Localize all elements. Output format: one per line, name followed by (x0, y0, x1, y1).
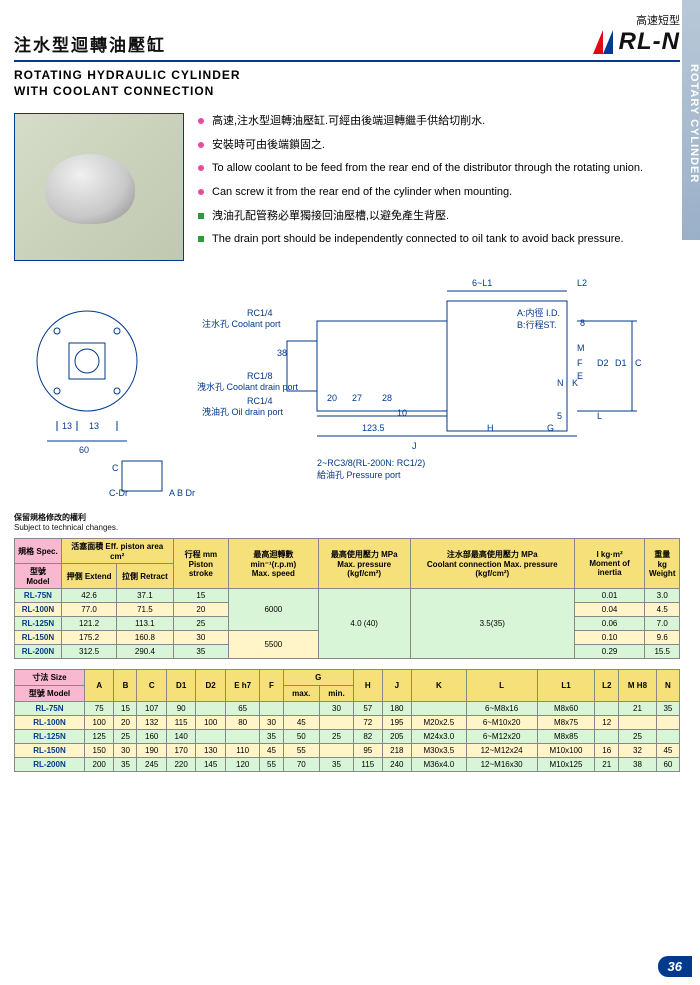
svg-text:5: 5 (557, 411, 562, 421)
svg-text:13: 13 (62, 421, 72, 431)
side-tab: ROTARY CYLINDER (682, 0, 700, 240)
feature-item: 洩油孔配管務必單獨接回油壓槽,以避免產生背壓. (198, 208, 680, 226)
size-table: 寸法 SizeABCD1D2E h7FGHJKLL1L2M H8N型號 Mode… (14, 669, 680, 772)
svg-text:C-Dr: C-Dr (109, 488, 128, 498)
product-photo (14, 113, 184, 261)
svg-text:6~L1: 6~L1 (472, 278, 492, 288)
svg-text:F: F (577, 358, 583, 368)
svg-text:L: L (597, 411, 602, 421)
svg-text:D1: D1 (615, 358, 627, 368)
technical-diagram: 13 13 60 RC1/4 注水孔 Coolant port 38 RC1/8 洩… (14, 271, 680, 506)
page-number: 36 (658, 956, 692, 977)
svg-text:123.5: 123.5 (362, 423, 385, 433)
en-title: ROTATING HYDRAULIC CYLINDER WITH COOLANT… (14, 68, 680, 99)
svg-text:A B Dr: A B Dr (169, 488, 195, 498)
feature-item: 安裝時可由後端鎖固之. (198, 137, 680, 155)
svg-text:28: 28 (382, 393, 392, 403)
svg-text:2~RC3/8(RL-200N: RC1/2): 2~RC3/8(RL-200N: RC1/2) (317, 458, 425, 468)
svg-text:20: 20 (327, 393, 337, 403)
svg-text:N: N (557, 378, 564, 388)
svg-text:J: J (412, 441, 417, 451)
feature-list: 高速,注水型迴轉油壓缸.可經由後端迴轉繼手供給切削水. 安裝時可由後端鎖固之. To… (198, 113, 680, 261)
svg-text:洩油孔 Oil drain port: 洩油孔 Oil drain port (202, 406, 284, 417)
svg-text:K: K (572, 378, 578, 388)
svg-text:RC1/4: RC1/4 (247, 308, 273, 318)
model-code: RL-N (619, 28, 680, 56)
svg-text:B:行程ST.: B:行程ST. (517, 319, 557, 330)
svg-text:D2: D2 (597, 358, 609, 368)
triangle-blue-icon (603, 30, 613, 54)
svg-text:38: 38 (277, 348, 287, 358)
svg-text:C: C (112, 463, 119, 473)
svg-text:洩水孔 Coolant drain port: 洩水孔 Coolant drain port (197, 381, 299, 392)
svg-text:13: 13 (89, 421, 99, 431)
svg-text:60: 60 (79, 445, 89, 455)
feature-item: 高速,注水型迴轉油壓缸.可經由後端迴轉繼手供給切削水. (198, 113, 680, 131)
svg-text:8: 8 (580, 318, 585, 328)
spec-table: 規格 Spec.活塞面積 Eff. piston area cm²行程 mmPi… (14, 538, 680, 659)
svg-text:H: H (487, 423, 494, 433)
svg-text:C: C (635, 358, 642, 368)
svg-text:RC1/4: RC1/4 (247, 396, 273, 406)
cn-title: 注水型迴轉油壓缸 (14, 31, 166, 56)
svg-text:RC1/8: RC1/8 (247, 371, 273, 381)
svg-text:27: 27 (352, 393, 362, 403)
svg-text:10: 10 (397, 408, 407, 418)
subtitle-cn: 高速短型 (636, 12, 680, 28)
svg-text:給油孔 Pressure port: 給油孔 Pressure port (317, 469, 401, 480)
svg-text:L2: L2 (577, 278, 587, 288)
svg-text:G: G (547, 423, 554, 433)
triangle-red-icon (593, 30, 603, 54)
svg-text:A:内徑 I.D.: A:内徑 I.D. (517, 307, 560, 318)
svg-text:M: M (577, 343, 585, 353)
svg-text:注水孔 Coolant port: 注水孔 Coolant port (202, 318, 281, 329)
model-box: RL-N (593, 28, 680, 56)
divider (14, 60, 680, 62)
feature-item: Can screw it from the rear end of the cy… (198, 184, 680, 202)
feature-item: The drain port should be independently c… (198, 231, 680, 249)
feature-item: To allow coolant to be feed from the rea… (198, 160, 680, 178)
diagram-note: 保留規格修改的權利Subject to technical changes. (14, 512, 680, 532)
